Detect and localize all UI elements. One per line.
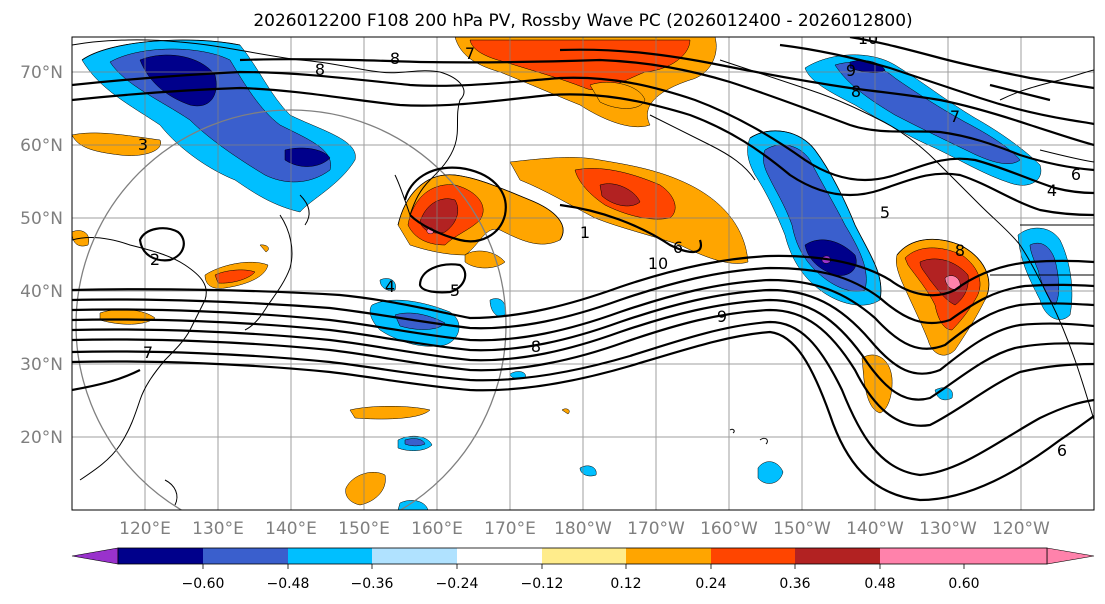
lon-label: 120°E [119,519,171,539]
colorbar-segment [457,548,542,564]
contour-label: 10 [858,29,878,48]
lon-label: 180°W [554,519,612,539]
colorbar-tick-label: 0.60 [948,576,979,592]
contour-label: 9 [846,61,856,80]
shading-region [1029,242,1059,306]
shading-region [861,354,893,414]
shading-outlines [81,39,990,301]
colorbar-tick-label: −0.24 [436,576,479,592]
colorbar-extend-max [1046,547,1095,565]
longitude-labels: 120°E 130°E 140°E 150°E 160°E 170°E 180°… [119,519,1050,539]
colorbar-segment [203,548,288,564]
lat-label: 30°N [20,355,63,375]
contour-label: 7 [950,107,960,126]
lon-label: 130°E [192,519,244,539]
shading-region [404,438,426,447]
colorbar-ticks [202,564,965,569]
colorbar-tick-label: −0.60 [182,576,225,592]
lat-label: 70°N [20,63,63,83]
lat-label: 20°N [20,428,63,448]
lon-label: 160°E [411,519,463,539]
shading-region [589,82,646,109]
lat-label: 40°N [20,282,63,302]
contour-label: 4 [1047,181,1057,200]
shading-region [345,472,386,506]
colorbar-tick-label: 0.48 [864,576,895,592]
shading-region [919,258,969,306]
colorbar-tick-label: −0.12 [521,576,564,592]
shading-region [599,183,641,207]
colorbar-tick-label: 0.12 [610,576,641,592]
colorbar-segment [626,548,711,564]
colorbar-extend-min [71,547,119,565]
shading-region [349,406,431,420]
contour-label: 7 [143,343,153,362]
shading-region [804,239,857,276]
contour-label: 6 [673,238,683,257]
shading-region [757,461,784,484]
map-title: 2026012200 F108 200 hPa PV, Rossby Wave … [253,11,912,31]
contour-label: 8 [955,241,965,260]
contour-labels: 10 9 8 7 6 5 4 3 2 1 6 5 4 8 8 7 8 10 9 … [138,29,1081,460]
contour-label: 8 [531,337,541,356]
contour-label: 6 [1071,165,1081,184]
colorbar-outline [117,547,1048,565]
colorbar-segment [372,548,457,564]
contour-label: 6 [1057,441,1067,460]
lon-label: 150°W [773,519,831,539]
colorbar-segment [964,548,1047,564]
lon-label: 140°W [846,519,904,539]
contour-label: 9 [717,307,727,326]
contour-label: 8 [851,82,861,101]
colorbar-tick-label: 0.24 [695,576,726,592]
contour-label: 8 [315,60,325,79]
lon-label: 130°W [919,519,977,539]
contour-label: 5 [450,281,460,300]
shading-region [72,132,161,156]
shading-region [214,269,256,284]
shading-region [561,408,570,415]
colorbar-segment [118,548,203,564]
shading-region [579,465,597,477]
colorbar-segment [795,548,880,564]
colorbar: −0.60 −0.48 −0.36 −0.24 −0.12 0.12 0.24 … [71,547,1095,592]
pv-shading [72,37,1073,510]
contour-label: 5 [880,203,890,222]
shading-region [379,278,396,291]
contour-label: 7 [465,44,475,63]
distance-circle [75,109,507,510]
colorbar-segment [288,548,372,564]
colorbar-tick-label: −0.36 [351,576,394,592]
pv-contours [72,37,1094,502]
shading-region [284,147,331,167]
colorbar-segment [711,548,795,564]
map-content: 10 9 8 7 6 5 4 3 2 1 6 5 4 8 8 7 8 10 9 … [72,29,1094,510]
lon-label: 150°E [338,519,390,539]
latitude-labels: 70°N 60°N 50°N 40°N 30°N 20°N [20,63,63,448]
contour-label: 1 [580,223,590,242]
lon-label: 170°E [484,519,536,539]
colorbar-tick-label: −0.48 [267,576,310,592]
contour-label: 8 [390,49,400,68]
colorbar-tick-label: 0.36 [779,576,810,592]
contour-label: 2 [150,250,160,269]
map-frame [71,36,1095,511]
contour-label: 4 [385,277,395,296]
lat-label: 60°N [20,136,63,156]
shading-region [259,244,269,253]
shading-region [944,275,961,290]
contour-label: 10 [648,254,668,273]
lat-label: 50°N [20,209,63,229]
lon-label: 170°W [627,519,685,539]
colorbar-segment [880,548,964,564]
shading-region [139,54,217,107]
colorbar-segment [542,548,626,564]
lon-label: 160°W [700,519,758,539]
lon-label: 120°W [992,519,1050,539]
lon-label: 140°E [265,519,317,539]
contour-label: 3 [138,135,148,154]
